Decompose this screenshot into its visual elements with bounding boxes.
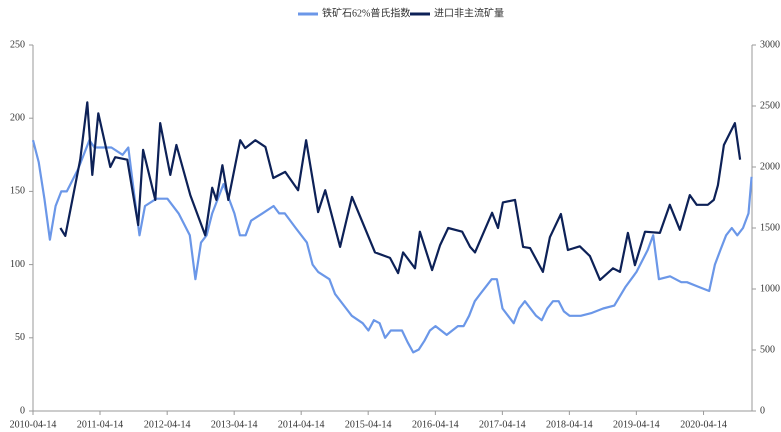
y-tick-label: 150 [10,186,25,197]
y-tick-label: 250 [10,39,25,50]
x-tick-label: 2013-04-14 [211,419,258,430]
y2-tick-label: 500 [760,344,775,355]
x-tick-label: 2015-04-14 [345,419,392,430]
x-tick-label: 2012-04-14 [144,419,191,430]
y2-tick-label: 0 [760,405,765,416]
x-tick-label: 2014-04-14 [278,419,325,430]
x-tick-label: 2019-04-14 [613,419,660,430]
x-tick-label: 2018-04-14 [546,419,593,430]
x-tick-label: 2020-04-14 [680,419,727,430]
legend-label: 铁矿石62%普氏指数 [322,6,410,19]
y-tick-label: 0 [20,405,25,416]
y2-tick-label: 1500 [760,222,780,233]
x-tick-label: 2017-04-14 [479,419,526,430]
x-tick-label: 2010-04-14 [10,419,57,430]
y2-tick-label: 3000 [760,39,780,50]
y2-tick-label: 2000 [760,161,780,172]
y-tick-label: 50 [15,332,25,343]
y2-tick-label: 2500 [760,100,780,111]
x-tick-label: 2016-04-14 [412,419,459,430]
x-tick-label: 2011-04-14 [77,419,123,430]
series-line [59,101,742,281]
y2-tick-label: 1000 [760,283,780,294]
y-tick-label: 200 [10,112,25,123]
y-tick-label: 100 [10,259,25,270]
legend-label: 进口非主流矿量 [434,6,504,19]
